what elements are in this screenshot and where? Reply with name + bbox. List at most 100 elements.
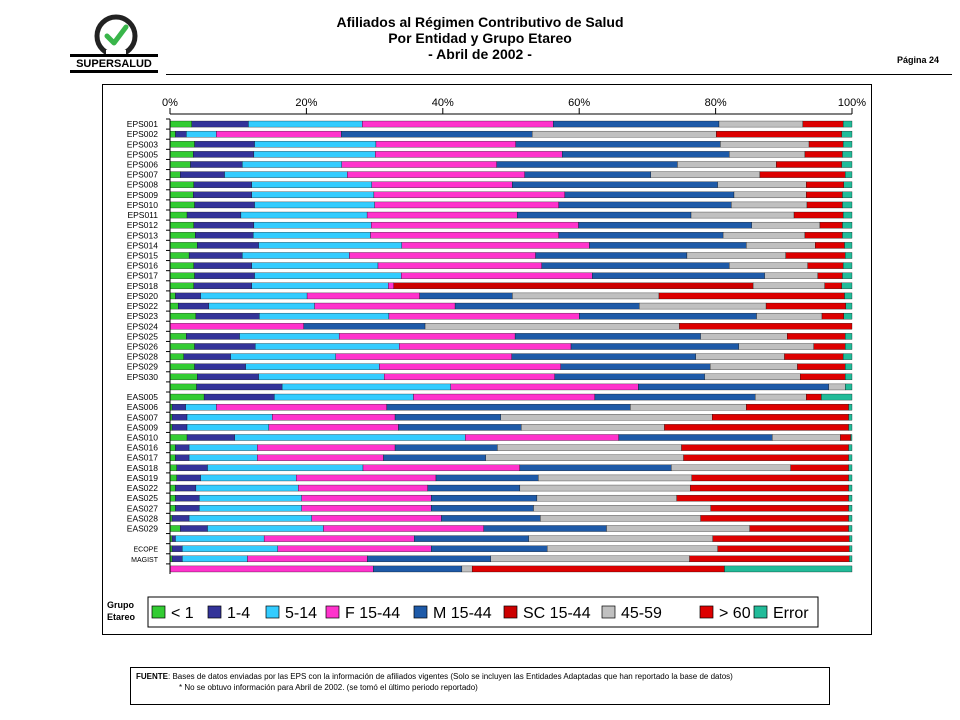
- bar-segment: [850, 434, 853, 441]
- bar-segment: [169, 292, 176, 300]
- category-label: EPS022: [127, 301, 158, 311]
- bar-segment: [401, 272, 593, 279]
- category-label: EPS016: [127, 261, 158, 271]
- bar-segment: [193, 221, 255, 229]
- bar-segment: [817, 272, 843, 279]
- bar-segment: [169, 525, 181, 532]
- bar-segment: [700, 515, 849, 522]
- bar-segment: [242, 252, 350, 259]
- bar-segment: [239, 333, 340, 340]
- bar-segment: [560, 363, 711, 370]
- bar-segment: [169, 434, 188, 441]
- bar-segment: [169, 312, 197, 320]
- x-tick-label: 100%: [838, 97, 866, 109]
- bar-segment: [717, 545, 850, 552]
- category-label: EPS020: [127, 291, 158, 301]
- bar-segment: [638, 383, 829, 391]
- bar-segment: [606, 525, 750, 532]
- category-label: EAS017: [127, 453, 158, 463]
- bar-segment: [191, 120, 249, 128]
- bar-segment: [242, 161, 343, 168]
- bar-segment: [169, 242, 198, 249]
- bar-segment: [528, 535, 714, 542]
- bar-segment: [298, 484, 428, 492]
- bar-segment: [169, 232, 196, 239]
- bar-segment: [558, 232, 724, 239]
- bar-segment: [845, 363, 853, 370]
- bar-segment: [255, 343, 400, 350]
- bar-segment: [193, 151, 255, 158]
- legend-swatch: [503, 605, 518, 619]
- bar-segment: [234, 434, 466, 441]
- category-label: EPS009: [127, 190, 158, 200]
- bar-segment: [251, 191, 375, 199]
- category-label: EPS001: [127, 119, 158, 129]
- bar-segment: [176, 464, 208, 472]
- bar-segment: [558, 201, 732, 209]
- bar-segment: [815, 242, 845, 249]
- bar-segment: [671, 464, 791, 472]
- bar-segment: [254, 141, 377, 148]
- x-axis-ticks: 0% 20% 40% 60% 80% 100%: [162, 97, 866, 115]
- bar-segment: [377, 262, 542, 269]
- bar-segment: [759, 171, 846, 178]
- bar-segment: [471, 565, 725, 573]
- bar-segment: [169, 161, 191, 168]
- bar-segment: [169, 353, 184, 360]
- bar-segment: [171, 545, 183, 552]
- bar-segment: [371, 221, 579, 229]
- bar-segment: [828, 383, 846, 391]
- bar-segment: [171, 424, 188, 431]
- legend: Grupo Etareo < 1 1-4 5-14 F 15-44 M 15-44 SC …: [107, 596, 819, 628]
- bar-segment: [259, 312, 390, 320]
- bar-segment: [169, 221, 195, 229]
- bar-segment: [676, 494, 849, 502]
- bar-segment: [681, 444, 849, 451]
- legend-label: 5-14: [285, 605, 317, 622]
- bar-segment: [200, 292, 308, 300]
- bar-segment: [224, 171, 348, 178]
- bar-segment: [849, 555, 853, 563]
- bar-segment: [450, 383, 639, 391]
- bar-segment: [371, 181, 513, 188]
- bar-segment: [169, 151, 194, 158]
- bar-segment: [335, 353, 512, 360]
- bar-segment: [277, 545, 432, 552]
- bar-segment: [379, 363, 561, 370]
- bar-segment: [849, 545, 853, 552]
- category-label: ECOPE: [133, 547, 158, 554]
- bar-segment: [844, 242, 853, 249]
- category-label: EAS019: [127, 473, 158, 483]
- bar-segment: [169, 343, 195, 350]
- bar-segment: [301, 505, 432, 512]
- bar-segment: [843, 312, 853, 320]
- bar-segment: [183, 353, 231, 360]
- bar-segment: [746, 403, 849, 411]
- category-label: EAS010: [127, 433, 158, 443]
- bar-segment: [639, 302, 767, 310]
- bar-segment: [257, 454, 384, 461]
- bar-segment: [720, 141, 810, 148]
- bar-segment: [186, 130, 217, 138]
- bar-segment: [383, 454, 486, 461]
- bar-segment: [804, 151, 843, 158]
- bar-segment: [251, 181, 373, 188]
- bar-segment: [751, 221, 821, 229]
- legend-swatch: [265, 605, 280, 619]
- bar-segment: [199, 505, 302, 512]
- bar-segment: [842, 151, 853, 158]
- bar-segment: [841, 161, 853, 168]
- bar-segment: [776, 161, 842, 168]
- bar-segment: [216, 403, 388, 411]
- bar-segment: [677, 161, 777, 168]
- category-label: EPS024: [127, 321, 158, 331]
- bar-rows: [169, 120, 853, 573]
- bar-segment: [594, 393, 756, 401]
- category-label: EAS029: [127, 524, 158, 534]
- bar-segment: [188, 454, 258, 461]
- bar-segment: [349, 252, 536, 259]
- bar-segment: [845, 171, 853, 178]
- x-tick-label: 40%: [432, 97, 454, 109]
- legend-label: M 15-44: [433, 605, 492, 622]
- bar-segment: [845, 383, 853, 391]
